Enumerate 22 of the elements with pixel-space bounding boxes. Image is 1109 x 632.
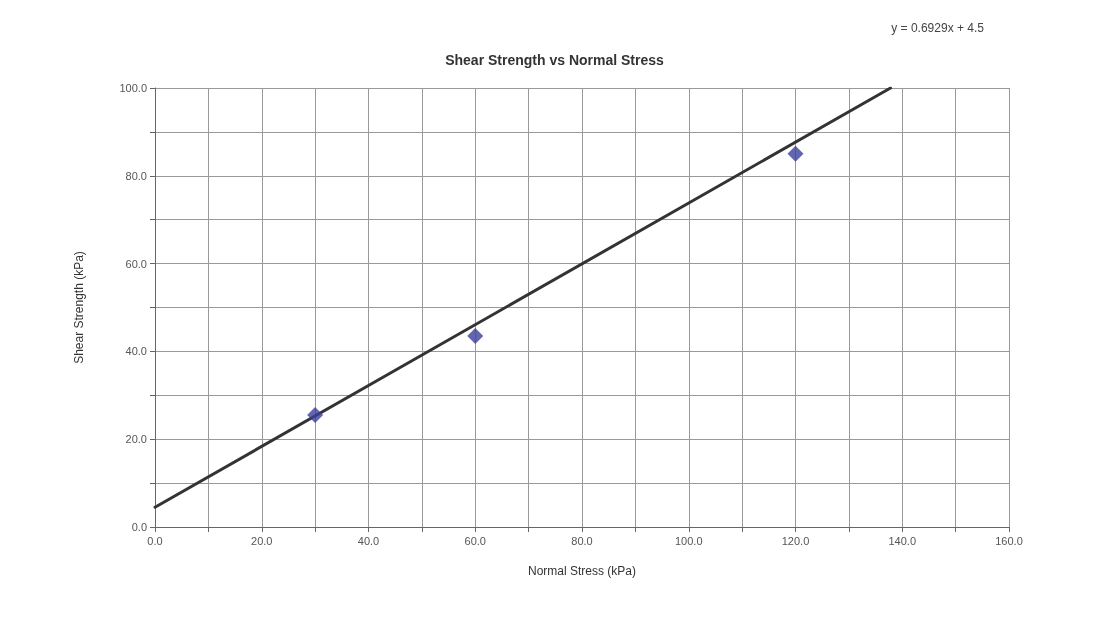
chart-title: Shear Strength vs Normal Stress: [445, 52, 665, 68]
x-tick-label: 20.0: [251, 534, 273, 547]
y-tick-label: 0.0: [131, 521, 147, 533]
y-axis-title: Shear Strength (kPa): [72, 251, 86, 364]
x-axis-title: Normal Stress (kPa): [527, 564, 637, 578]
x-tick-label: 40.0: [357, 534, 380, 547]
x-tick-label: 60.0: [464, 534, 486, 547]
y-tick-label: 100.0: [119, 82, 147, 94]
x-tick-label: 120.0: [781, 534, 810, 547]
text: y = 0.6929x + 4.5: [891, 21, 985, 35]
y-tick-label: 80.0: [125, 169, 147, 182]
x-tick-label: 0.0: [147, 534, 163, 547]
x-tick-label: 140.0: [888, 534, 917, 547]
y-tick-label: 20.0: [125, 433, 147, 446]
point: [467, 328, 484, 345]
point: [787, 145, 804, 162]
y-tick-label: 40.0: [125, 345, 147, 358]
x-tick-label: 100.0: [674, 534, 703, 547]
x-tick-label: 160.0: [995, 534, 1023, 547]
x-tick-label: 80.0: [571, 534, 593, 547]
y-tick-label: 60.0: [125, 257, 147, 270]
point: [307, 407, 324, 424]
